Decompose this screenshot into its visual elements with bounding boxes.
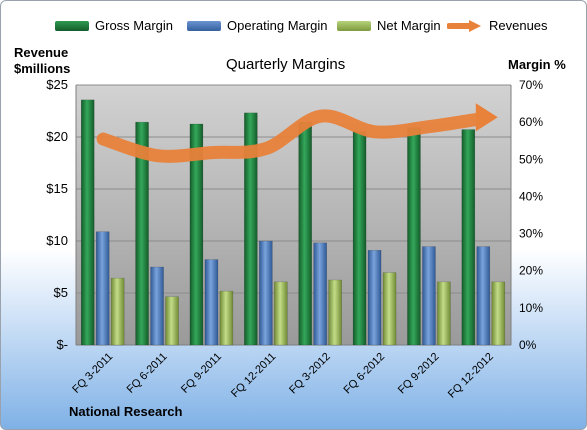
bar-operating-margin [422, 246, 436, 346]
legend-net-margin: Net Margin [337, 18, 441, 33]
revenues-line [96, 109, 491, 163]
x-tick-label: FQ 3-2012 [287, 351, 333, 397]
x-tick-label: FQ 12-2011 [229, 351, 278, 400]
bar-gross-margin [352, 131, 367, 346]
legend-label-gross: Gross Margin [95, 18, 174, 33]
x-tick-label: FQ 9-2011 [179, 351, 224, 396]
y-right-tick-label: 20% [519, 264, 543, 278]
y-left-tick-label: $10 [46, 233, 68, 248]
x-tick-label: FQ 6-2011 [125, 351, 170, 396]
bar-operating-margin [204, 259, 219, 346]
x-tick-label: FQ 3-2011 [70, 351, 115, 396]
legend-swatch-gross [55, 20, 89, 31]
y-right-tick-label: 30% [519, 227, 543, 241]
x-tick-label: FQ 9-2012 [396, 351, 442, 397]
bar-net-margin [437, 281, 451, 346]
bar-gross-margin [135, 121, 149, 346]
legend-operating-margin: Operating Margin [187, 18, 327, 33]
source-label: National Research [69, 404, 183, 419]
bar-gross-margin [244, 112, 258, 346]
bar-net-margin [491, 281, 506, 346]
bar-operating-margin [313, 242, 327, 346]
chart-title: Quarterly Margins [226, 56, 346, 73]
bar-gross-margin [189, 123, 204, 346]
legend-label-operating: Operating Margin [227, 18, 328, 33]
legend-swatch-net [337, 20, 371, 31]
y-right-tick-label: 40% [519, 189, 543, 203]
bar-operating-margin [476, 246, 491, 346]
y-left-label-line1: Revenue [14, 45, 69, 60]
revenues-arrowhead [475, 103, 498, 132]
y-right-tick-label: 60% [519, 115, 543, 129]
bar-net-margin [165, 296, 179, 346]
bar-net-margin [328, 279, 342, 346]
legend-gross-margin: Gross Margin [55, 18, 173, 33]
bar-net-margin [382, 272, 397, 346]
legend-label-net: Net Margin [377, 18, 441, 33]
x-tick-label: FQ 12-2012 [446, 351, 496, 401]
bar-operating-margin [367, 250, 382, 346]
y-left-tick-label: $- [56, 337, 68, 352]
y-right-tick-label: 70% [519, 78, 543, 92]
y-left-tick-label: $15 [46, 181, 68, 196]
y-right-tick-label: 0% [519, 338, 537, 352]
bar-gross-margin [298, 121, 312, 346]
legend-arrow-revenues [447, 19, 481, 32]
bar-gross-margin [461, 129, 476, 346]
x-tick-label: FQ 6-2012 [342, 351, 388, 397]
y-left-tick-label: $5 [54, 285, 68, 300]
y-right-label: Margin % [508, 57, 566, 72]
bar-gross-margin [407, 127, 421, 346]
bar-operating-margin [259, 240, 273, 346]
y-left-tick-label: $25 [46, 77, 68, 92]
y-left-tick-label: $20 [46, 129, 68, 144]
bar-gross-margin [80, 99, 95, 346]
y-right-tick-label: 10% [519, 301, 543, 315]
bar-net-margin [219, 290, 234, 346]
bar-operating-margin [150, 266, 164, 346]
legend-label-revenues: Revenues [489, 18, 548, 33]
bar-operating-margin [95, 231, 110, 346]
bar-net-margin [110, 277, 125, 346]
legend-swatch-operating [187, 20, 221, 31]
y-right-tick-label: 50% [519, 152, 543, 166]
bar-net-margin [274, 281, 288, 346]
legend-revenues: Revenues [447, 18, 548, 33]
y-left-label-line2: $millions [14, 61, 71, 76]
